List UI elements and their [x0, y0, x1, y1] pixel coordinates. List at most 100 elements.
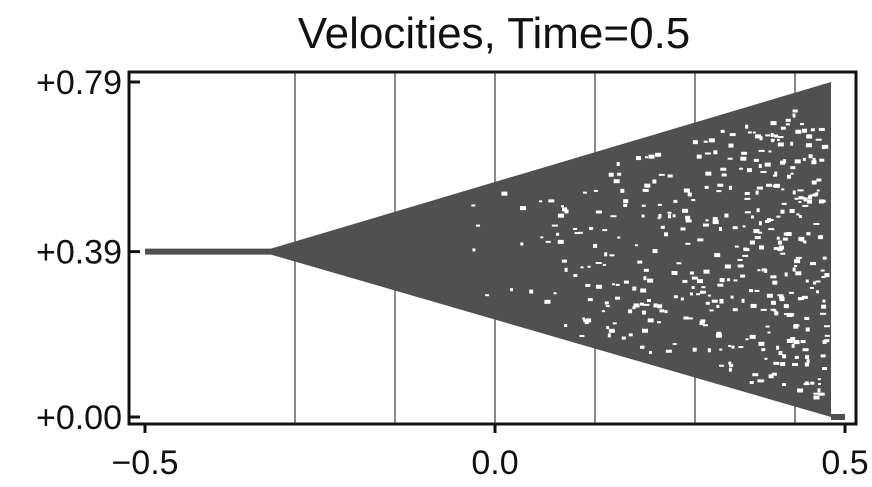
gap-speck [770, 300, 776, 305]
gap-speck [792, 113, 796, 118]
gap-speck [652, 179, 657, 184]
gap-speck [758, 221, 762, 226]
gap-speck [668, 214, 672, 219]
gap-speck [608, 172, 614, 177]
gap-speck [749, 334, 756, 339]
gap-speck [682, 208, 689, 213]
gap-speck [728, 143, 734, 148]
gap-speck [754, 236, 761, 240]
gap-speck [716, 331, 722, 335]
gap-speck [738, 346, 744, 349]
gap-speck [815, 138, 822, 141]
gap-speck [551, 224, 558, 227]
gap-speck [821, 199, 826, 203]
gap-speck [761, 348, 766, 352]
gap-speck [652, 249, 658, 254]
gap-speck [680, 227, 686, 231]
gap-speck [641, 204, 646, 207]
gap-speck [700, 319, 706, 323]
gap-speck [813, 395, 820, 400]
gap-speck [716, 190, 722, 193]
x-tick-label-2: 0.5 [821, 444, 868, 482]
gap-speck [776, 215, 781, 218]
gap-speck [773, 361, 780, 365]
gap-speck [741, 298, 745, 303]
gap-speck [632, 286, 637, 291]
gap-speck [792, 363, 799, 367]
gap-speck [732, 308, 738, 312]
gap-speck [810, 381, 815, 385]
gap-speck [739, 167, 744, 170]
gap-speck [783, 304, 789, 309]
gap-speck [703, 269, 710, 274]
gap-speck [809, 286, 814, 289]
gap-speck [780, 362, 786, 367]
gap-speck [692, 140, 698, 145]
gap-speck [804, 362, 809, 367]
gap-speck [683, 316, 689, 320]
gap-speck [718, 227, 722, 232]
gap-speck [794, 355, 799, 359]
gap-speck [628, 333, 633, 337]
gap-speck [794, 265, 798, 268]
gap-speck [748, 289, 753, 293]
gap-speck [824, 273, 830, 278]
gap-speck [811, 160, 817, 165]
x-tick-label-1: 0.0 [471, 444, 518, 482]
gap-speck [471, 204, 476, 207]
gap-speck [743, 248, 750, 252]
gap-speck [805, 327, 810, 332]
gap-speck [774, 171, 778, 176]
gap-speck [818, 199, 824, 204]
gap-speck [647, 278, 654, 283]
gap-speck [643, 303, 650, 306]
gap-speck [648, 154, 655, 159]
gap-speck [759, 245, 765, 250]
gap-speck [772, 185, 778, 188]
gap-speck [790, 141, 794, 146]
gap-speck [750, 303, 757, 308]
gap-speck [797, 388, 804, 393]
gap-speck [648, 350, 652, 354]
gap-speck [613, 179, 620, 184]
gap-speck [656, 321, 661, 324]
gap-speck [765, 220, 770, 224]
gap-speck [578, 231, 583, 234]
gap-speck [790, 166, 796, 170]
gap-speck [691, 285, 695, 289]
gap-speck [639, 302, 644, 306]
gap-speck [821, 145, 825, 150]
gap-speck [501, 191, 508, 196]
gap-speck [822, 144, 829, 149]
gap-speck [789, 209, 795, 214]
gap-speck [802, 157, 806, 161]
gap-speck [734, 245, 739, 248]
gap-speck [806, 359, 810, 364]
gap-speck [562, 207, 568, 212]
gap-speck [676, 262, 682, 265]
gap-speck [632, 306, 636, 310]
gap-speck [589, 226, 594, 230]
gap-speck [683, 188, 690, 193]
gap-speck [752, 131, 756, 134]
gap-speck [742, 254, 749, 257]
gap-speck [753, 158, 759, 162]
gap-speck [691, 199, 696, 202]
gap-speck [601, 310, 605, 313]
gap-speck [634, 244, 638, 247]
gap-speck [520, 206, 527, 211]
gap-speck [720, 167, 727, 171]
gap-speck [585, 283, 591, 287]
gap-speck [702, 324, 708, 327]
gap-speck [809, 194, 816, 197]
gap-speck [772, 280, 778, 285]
gap-speck [745, 338, 749, 341]
gap-speck [776, 236, 780, 240]
gap-speck [747, 131, 752, 134]
gap-speck [673, 199, 678, 203]
gap-speck [737, 264, 744, 268]
gap-speck [685, 219, 692, 223]
gap-speck [760, 308, 767, 311]
gap-speck [720, 129, 725, 133]
gap-speck [573, 274, 578, 278]
